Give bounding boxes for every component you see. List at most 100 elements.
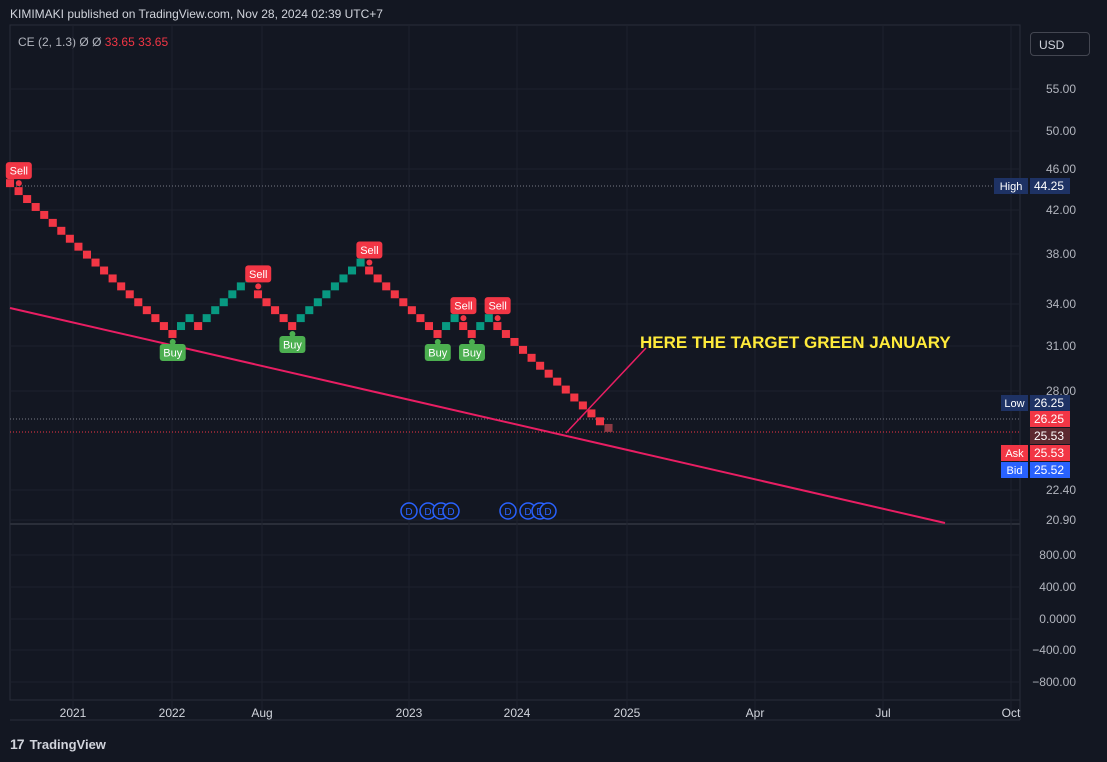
renko-brick bbox=[467, 330, 476, 338]
price-tick-label: 46.00 bbox=[1046, 162, 1076, 176]
dividend-marker-icon bbox=[499, 502, 517, 520]
indicator-name: CE (2, 1.3) bbox=[18, 35, 77, 49]
dividend-marker-label: D bbox=[524, 507, 531, 518]
renko-brick bbox=[100, 266, 109, 275]
renko-brick bbox=[91, 258, 100, 267]
renko-brick bbox=[459, 322, 468, 331]
renko-brick bbox=[48, 218, 57, 227]
renko-brick bbox=[271, 306, 280, 315]
renko-brick bbox=[416, 314, 425, 323]
legend-value-2: 33.65 bbox=[138, 35, 169, 49]
renko-brick bbox=[519, 345, 528, 354]
dividend-marker-icon bbox=[419, 502, 437, 520]
renko-brick bbox=[553, 377, 562, 386]
signal-dot bbox=[460, 315, 467, 322]
dividend-marker-label: D bbox=[424, 507, 431, 518]
price-tag-label: Ask bbox=[1005, 448, 1024, 460]
renko-brick bbox=[6, 179, 15, 188]
dividend-marker-label: D bbox=[437, 507, 444, 518]
renko-brick bbox=[476, 322, 485, 331]
oscillator-tick-label: −400.00 bbox=[1032, 643, 1076, 657]
price-tick-label: 38.00 bbox=[1046, 247, 1076, 261]
time-tick-label: 2025 bbox=[614, 706, 641, 720]
price-tag-value: 25.53 bbox=[1034, 446, 1064, 460]
publish-info: KIMIMAKI published on TradingView.com, N… bbox=[10, 7, 383, 21]
renko-brick bbox=[348, 266, 357, 275]
time-tick-label: Aug bbox=[251, 706, 272, 720]
renko-brick bbox=[595, 417, 604, 426]
renko-brick bbox=[168, 330, 177, 338]
renko-brick bbox=[296, 314, 305, 323]
renko-brick bbox=[117, 282, 126, 291]
signal-dot bbox=[289, 331, 296, 338]
price-tag-value: 25.52 bbox=[1034, 463, 1064, 477]
renko-brick bbox=[570, 393, 579, 402]
sell-label bbox=[356, 241, 383, 259]
renko-brick bbox=[219, 298, 228, 307]
renko-brick bbox=[82, 250, 91, 259]
renko-brick bbox=[202, 314, 211, 323]
renko-brick bbox=[151, 314, 160, 323]
renko-brick bbox=[561, 385, 570, 394]
renko-brick bbox=[536, 361, 545, 370]
renko-brick bbox=[279, 314, 288, 323]
renko-brick bbox=[587, 409, 596, 418]
price-tick-label: 55.00 bbox=[1046, 82, 1076, 96]
trend-line bbox=[9, 307, 946, 524]
buy-label-text: Buy bbox=[283, 340, 302, 352]
renko-brick bbox=[159, 322, 168, 331]
price-tag-bg bbox=[1030, 445, 1070, 461]
renko-brick bbox=[433, 330, 442, 338]
price-tag-label-bg bbox=[994, 178, 1028, 194]
price-tag-bg bbox=[1030, 178, 1070, 194]
renko-brick bbox=[228, 290, 237, 299]
signal-dot bbox=[434, 338, 441, 345]
dividend-marker-icon bbox=[400, 502, 418, 520]
price-tag-bg bbox=[1030, 428, 1070, 444]
renko-brick bbox=[510, 337, 519, 346]
tradingview-logo-icon: 17 bbox=[10, 736, 25, 752]
price-tag-value: 26.25 bbox=[1034, 396, 1064, 410]
price-tick-label: 31.00 bbox=[1046, 339, 1076, 353]
target-arrow-line bbox=[565, 347, 647, 434]
time-tick-label: Oct bbox=[1002, 706, 1021, 720]
renko-brick bbox=[177, 322, 186, 331]
price-tag-bg bbox=[1030, 411, 1070, 427]
legend-symbol-2: Ø bbox=[92, 35, 102, 49]
renko-brick bbox=[31, 203, 40, 211]
price-tick-label: 34.00 bbox=[1046, 297, 1076, 311]
dividend-marker-icon bbox=[531, 502, 549, 520]
oscillator-tick-label: −800.00 bbox=[1032, 675, 1076, 689]
renko-brick bbox=[262, 298, 271, 307]
dividend-marker-icon bbox=[519, 502, 537, 520]
oscillator-tick-label: 0.0000 bbox=[1039, 612, 1076, 626]
price-tag-label: Low bbox=[1004, 398, 1024, 410]
price-tag-bg bbox=[1030, 462, 1070, 478]
time-tick-label: 2024 bbox=[504, 706, 531, 720]
price-tag-value: 26.25 bbox=[1034, 412, 1064, 426]
renko-brick bbox=[390, 290, 399, 299]
renko-brick bbox=[578, 401, 587, 410]
currency-button[interactable]: USD bbox=[1030, 32, 1090, 56]
renko-brick bbox=[65, 234, 74, 243]
sell-label-text: Sell bbox=[454, 301, 472, 313]
renko-brick bbox=[424, 322, 433, 331]
renko-brick bbox=[108, 274, 117, 283]
renko-brick bbox=[185, 314, 194, 323]
sell-label-text: Sell bbox=[249, 269, 267, 281]
buy-label bbox=[159, 343, 186, 361]
buy-label-text: Buy bbox=[163, 347, 182, 359]
legend-value-1: 33.65 bbox=[104, 35, 135, 49]
buy-label bbox=[458, 343, 485, 361]
price-tag-value: 25.53 bbox=[1034, 429, 1064, 443]
renko-brick bbox=[493, 322, 502, 331]
renko-brick bbox=[74, 242, 83, 251]
renko-brick bbox=[194, 322, 203, 331]
sell-label bbox=[484, 297, 511, 315]
renko-brick bbox=[382, 282, 391, 291]
buy-label-text: Buy bbox=[462, 347, 481, 359]
renko-brick bbox=[211, 306, 220, 315]
buy-label bbox=[279, 336, 306, 354]
indicator-legend[interactable]: CE (2, 1.3) Ø Ø 33.65 33.65 bbox=[18, 35, 168, 49]
